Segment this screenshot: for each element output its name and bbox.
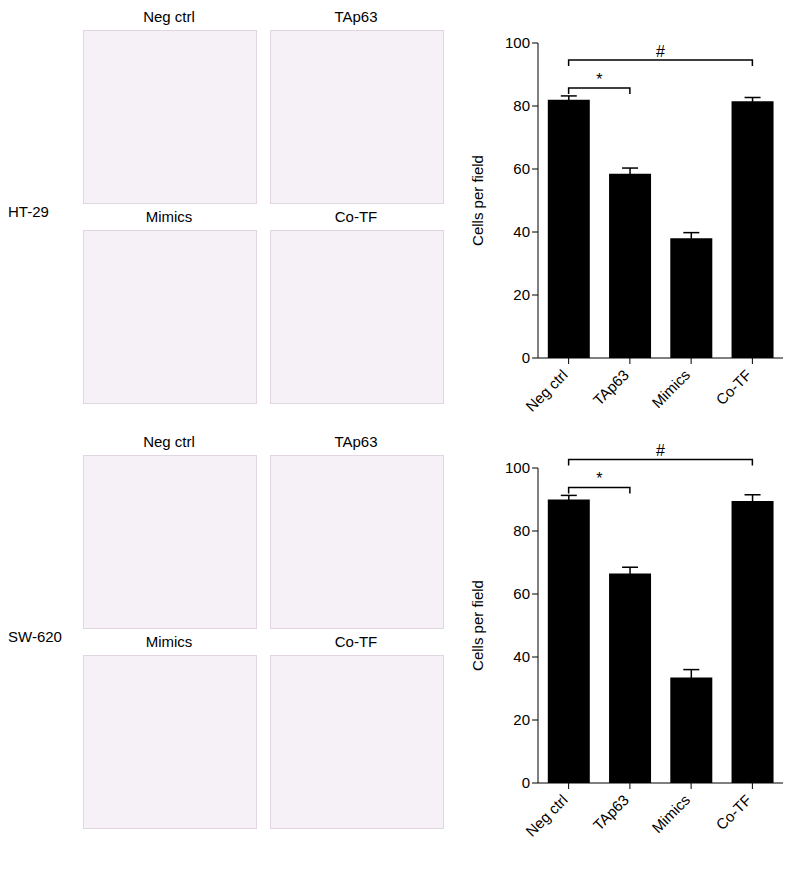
svg-text:*: *	[596, 71, 602, 88]
svg-text:100: 100	[505, 34, 530, 51]
svg-text:20: 20	[513, 286, 530, 303]
html-text:Mimics: Mimics	[145, 208, 193, 225]
svg-text:Cells per field: Cells per field	[469, 155, 486, 246]
svg-text:Mimics: Mimics	[648, 366, 693, 411]
html-text:HT-29: HT-29	[8, 203, 49, 220]
svg-text:40: 40	[513, 223, 530, 240]
svg-text:Co-TF: Co-TF	[712, 366, 754, 408]
html-text:TAp63: TAp63	[334, 8, 378, 25]
svg-text:*: *	[596, 470, 602, 487]
svg-text:Cells per field: Cells per field	[469, 580, 486, 671]
html-text:Co-TF: Co-TF	[334, 208, 378, 225]
svg-text:Neg ctrl: Neg ctrl	[522, 366, 571, 415]
svg-text:Co-TF: Co-TF	[712, 791, 754, 833]
html-text:Co-TF: Co-TF	[334, 633, 378, 650]
svg-text:0: 0	[522, 774, 530, 791]
html-text:Mimics: Mimics	[145, 633, 193, 650]
html-text:SW-620: SW-620	[8, 628, 62, 645]
svg-text:20: 20	[513, 711, 530, 728]
svg-text:0: 0	[522, 349, 530, 366]
svg-text:#: #	[656, 442, 665, 459]
svg-text:TAp63: TAp63	[590, 791, 632, 833]
svg-text:Neg ctrl: Neg ctrl	[522, 791, 571, 840]
html-text:Neg ctrl: Neg ctrl	[143, 8, 195, 25]
svg-text:60: 60	[513, 585, 530, 602]
svg-text:#: #	[656, 43, 665, 60]
svg-text:100: 100	[505, 459, 530, 476]
html-text:Neg ctrl: Neg ctrl	[143, 433, 195, 450]
svg-text:60: 60	[513, 160, 530, 177]
svg-text:TAp63: TAp63	[590, 366, 632, 408]
svg-text:80: 80	[513, 522, 530, 539]
html-text:TAp63: TAp63	[334, 433, 378, 450]
svg-text:80: 80	[513, 97, 530, 114]
svg-text:Mimics: Mimics	[648, 791, 693, 836]
svg-text:40: 40	[513, 648, 530, 665]
